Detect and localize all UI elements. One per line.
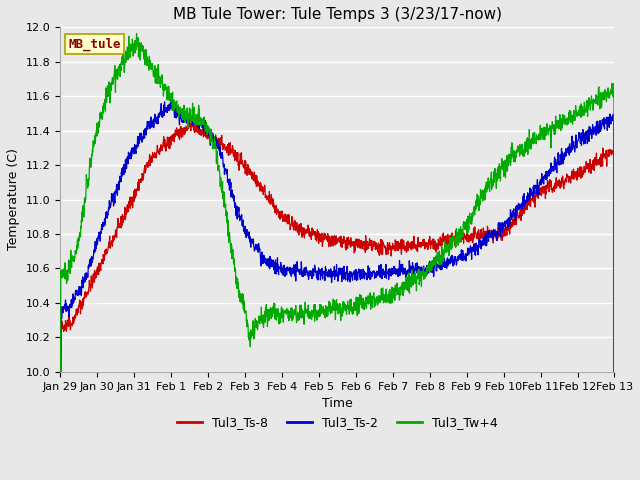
Text: MB_tule: MB_tule	[68, 37, 121, 51]
Y-axis label: Temperature (C): Temperature (C)	[7, 149, 20, 251]
Title: MB Tule Tower: Tule Temps 3 (3/23/17-now): MB Tule Tower: Tule Temps 3 (3/23/17-now…	[173, 7, 502, 22]
Legend: Tul3_Ts-8, Tul3_Ts-2, Tul3_Tw+4: Tul3_Ts-8, Tul3_Ts-2, Tul3_Tw+4	[172, 411, 502, 434]
X-axis label: Time: Time	[322, 397, 353, 410]
